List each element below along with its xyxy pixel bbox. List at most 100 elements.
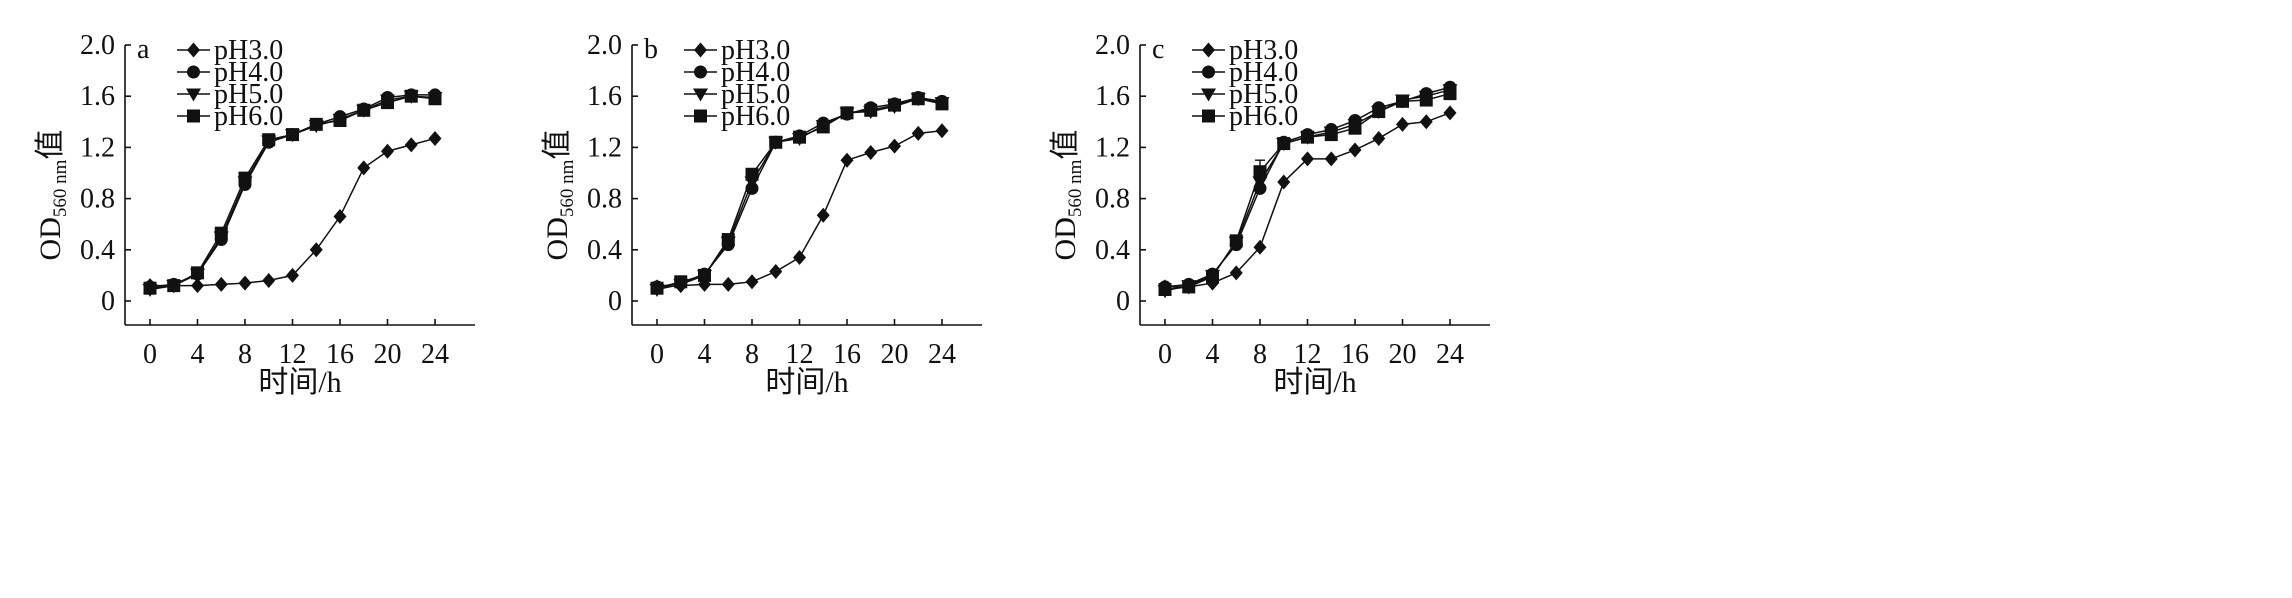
data-point <box>1182 280 1196 294</box>
x-tick-label: 24 <box>421 339 449 370</box>
data-point <box>262 273 276 289</box>
legend-label: pH4.0 <box>214 57 283 88</box>
data-point <box>381 96 394 110</box>
data-point <box>333 209 347 225</box>
panel-letter: c <box>1152 34 1164 65</box>
x-axis-title: 时间/h <box>765 366 848 399</box>
data-point <box>428 130 442 146</box>
legend-marker <box>694 42 707 58</box>
data-point <box>816 207 830 223</box>
data-point <box>1419 114 1433 130</box>
x-tick-label: 8 <box>238 339 252 370</box>
series-pH6.0 <box>650 92 949 295</box>
x-tick-label: 4 <box>1206 339 1220 370</box>
y-axis-title: OD560 nm值 <box>541 130 578 261</box>
series-pH6.0 <box>1158 87 1457 296</box>
data-point <box>816 120 830 134</box>
legend-label: pH4.0 <box>721 57 790 88</box>
panel-letter: b <box>644 34 658 65</box>
y-tick-label: 1.2 <box>1095 132 1130 163</box>
data-point <box>745 167 759 181</box>
legend-marker <box>1202 42 1215 58</box>
x-tick-label: 12 <box>279 339 307 370</box>
data-point <box>1348 121 1362 135</box>
y-tick-label: 2.0 <box>1095 30 1130 61</box>
x-tick-label: 0 <box>143 339 157 370</box>
y-tick-label: 0.8 <box>80 184 115 215</box>
data-point <box>1229 265 1243 281</box>
data-point <box>404 89 418 103</box>
data-point <box>333 114 347 128</box>
y-tick-label: 2.0 <box>587 30 622 61</box>
x-tick-label: 24 <box>1436 339 1464 370</box>
legend-label: pH4.0 <box>1229 57 1298 88</box>
x-tick-label: 16 <box>326 339 354 370</box>
data-point <box>721 276 735 292</box>
x-tick-label: 20 <box>374 339 402 370</box>
legend-marker <box>1201 88 1216 102</box>
data-point <box>721 233 735 247</box>
legend-label: pH5.0 <box>1229 79 1298 110</box>
y-tick-label: 1.2 <box>80 132 115 163</box>
data-point <box>286 128 299 142</box>
x-tick-label: 16 <box>833 339 861 370</box>
data-point <box>1396 116 1409 132</box>
x-tick-label: 20 <box>1389 339 1417 370</box>
data-point <box>214 226 228 240</box>
legend-label: pH6.0 <box>721 101 790 132</box>
data-point <box>1348 142 1362 158</box>
data-point <box>309 117 323 131</box>
data-point <box>1301 151 1314 167</box>
data-point <box>309 242 323 258</box>
x-tick-label: 8 <box>1253 339 1267 370</box>
data-point <box>238 275 252 291</box>
data-point <box>262 133 276 147</box>
data-point <box>1158 282 1172 296</box>
x-tick-label: 8 <box>745 339 759 370</box>
series-pH5.0 <box>649 93 950 297</box>
data-point <box>1252 176 1268 190</box>
data-point <box>428 92 442 106</box>
data-point <box>888 98 901 112</box>
data-point <box>769 264 783 280</box>
y-tick-label: 2.0 <box>80 30 115 61</box>
data-point <box>864 103 878 117</box>
legend-label: pH3.0 <box>1229 35 1298 66</box>
y-tick-label: 0.8 <box>1095 184 1130 215</box>
data-point <box>167 279 181 293</box>
legend-label: pH3.0 <box>721 35 790 66</box>
data-point <box>769 135 783 149</box>
x-tick-label: 0 <box>650 339 664 370</box>
y-axis-title: OD560 nm值 <box>1049 130 1086 261</box>
data-point <box>357 103 371 117</box>
y-tick-label: 0.4 <box>80 235 115 266</box>
x-tick-label: 4 <box>191 339 205 370</box>
y-tick-label: 0.4 <box>587 235 622 266</box>
y-tick-label: 0.8 <box>587 184 622 215</box>
data-point <box>840 152 854 168</box>
data-point <box>191 266 204 280</box>
data-point <box>864 145 878 161</box>
series-line <box>149 95 436 289</box>
data-point <box>1206 270 1219 284</box>
legend-label: pH6.0 <box>1229 101 1298 132</box>
x-tick-label: 20 <box>881 339 909 370</box>
data-point <box>935 123 949 139</box>
x-axis-title: 时间/h <box>1273 366 1356 399</box>
data-point <box>1396 94 1409 108</box>
series-pH6.0 <box>143 89 442 295</box>
data-point <box>381 143 394 159</box>
legend-marker <box>186 88 201 102</box>
data-point <box>404 137 418 153</box>
y-tick-label: 1.2 <box>587 132 622 163</box>
x-tick-label: 24 <box>928 339 956 370</box>
x-axis-title: 时间/h <box>258 366 341 399</box>
x-tick-label: 12 <box>786 339 814 370</box>
y-tick-label: 1.6 <box>1095 81 1130 112</box>
legend-label: pH6.0 <box>214 101 283 132</box>
data-point <box>286 267 299 283</box>
data-point <box>698 268 711 282</box>
legend-marker <box>693 88 708 102</box>
data-point <box>1443 105 1457 121</box>
legend-marker <box>187 109 200 123</box>
